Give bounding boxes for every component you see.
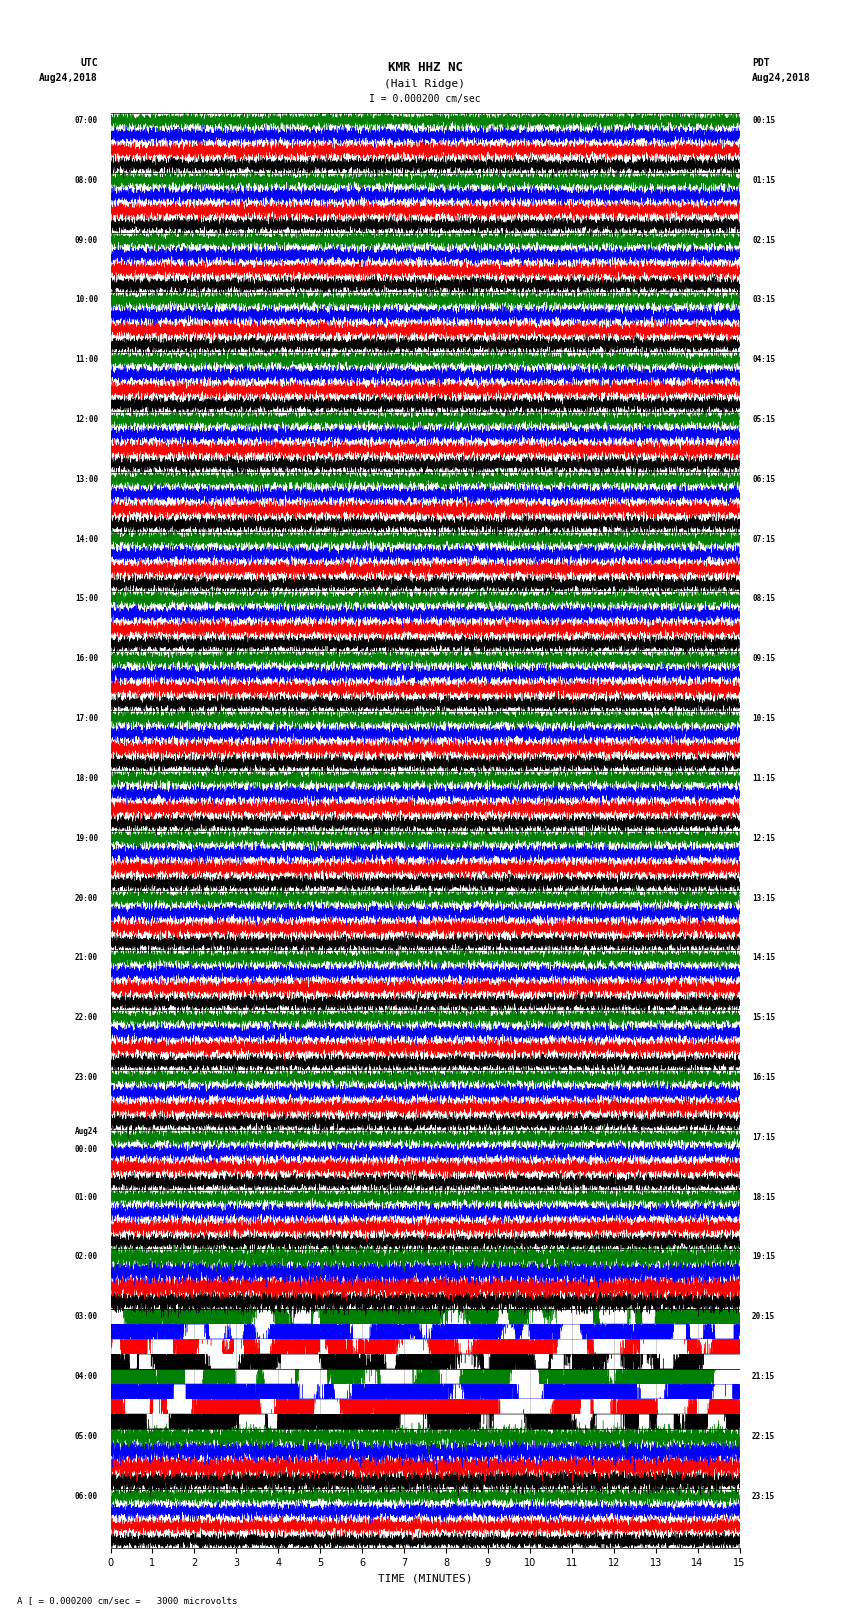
Text: 08:15: 08:15	[752, 595, 775, 603]
Text: 17:00: 17:00	[75, 715, 98, 723]
Text: 23:15: 23:15	[752, 1492, 775, 1500]
Text: KMR HHZ NC: KMR HHZ NC	[388, 61, 462, 74]
Text: 22:00: 22:00	[75, 1013, 98, 1023]
Text: 00:15: 00:15	[752, 116, 775, 124]
Text: 10:00: 10:00	[75, 295, 98, 305]
Text: UTC: UTC	[80, 58, 98, 68]
Text: 18:15: 18:15	[752, 1192, 775, 1202]
Text: 02:00: 02:00	[75, 1252, 98, 1261]
Text: 01:00: 01:00	[75, 1192, 98, 1202]
Text: 14:00: 14:00	[75, 534, 98, 544]
Text: 11:00: 11:00	[75, 355, 98, 365]
Text: (Hail Ridge): (Hail Ridge)	[384, 79, 466, 89]
Text: 01:15: 01:15	[752, 176, 775, 185]
Text: 14:15: 14:15	[752, 953, 775, 963]
Text: 07:15: 07:15	[752, 534, 775, 544]
Text: 16:15: 16:15	[752, 1073, 775, 1082]
X-axis label: TIME (MINUTES): TIME (MINUTES)	[377, 1574, 473, 1584]
Text: PDT: PDT	[752, 58, 770, 68]
Text: 00:00: 00:00	[75, 1145, 98, 1153]
Text: 17:15: 17:15	[752, 1132, 775, 1142]
Text: 13:15: 13:15	[752, 894, 775, 903]
Text: 20:15: 20:15	[752, 1313, 775, 1321]
Text: 04:15: 04:15	[752, 355, 775, 365]
Text: 20:00: 20:00	[75, 894, 98, 903]
Text: 05:00: 05:00	[75, 1432, 98, 1440]
Text: 18:00: 18:00	[75, 774, 98, 782]
Text: 13:00: 13:00	[75, 474, 98, 484]
Text: 09:15: 09:15	[752, 655, 775, 663]
Text: 19:15: 19:15	[752, 1252, 775, 1261]
Text: 12:00: 12:00	[75, 415, 98, 424]
Text: 21:15: 21:15	[752, 1373, 775, 1381]
Text: I = 0.000200 cm/sec: I = 0.000200 cm/sec	[369, 94, 481, 103]
Text: Aug24,2018: Aug24,2018	[39, 73, 98, 82]
Text: Aug24: Aug24	[75, 1127, 98, 1136]
Text: 03:15: 03:15	[752, 295, 775, 305]
Text: 03:00: 03:00	[75, 1313, 98, 1321]
Text: Aug24,2018: Aug24,2018	[752, 73, 811, 82]
Text: 19:00: 19:00	[75, 834, 98, 842]
Text: 12:15: 12:15	[752, 834, 775, 842]
Text: 02:15: 02:15	[752, 235, 775, 245]
Text: 16:00: 16:00	[75, 655, 98, 663]
Text: 06:15: 06:15	[752, 474, 775, 484]
Text: 22:15: 22:15	[752, 1432, 775, 1440]
Text: 10:15: 10:15	[752, 715, 775, 723]
Text: 15:15: 15:15	[752, 1013, 775, 1023]
Text: 05:15: 05:15	[752, 415, 775, 424]
Text: A [ = 0.000200 cm/sec =   3000 microvolts: A [ = 0.000200 cm/sec = 3000 microvolts	[17, 1595, 237, 1605]
Text: 06:00: 06:00	[75, 1492, 98, 1500]
Text: 07:00: 07:00	[75, 116, 98, 124]
Text: 23:00: 23:00	[75, 1073, 98, 1082]
Text: 08:00: 08:00	[75, 176, 98, 185]
Text: 09:00: 09:00	[75, 235, 98, 245]
Text: 21:00: 21:00	[75, 953, 98, 963]
Text: 11:15: 11:15	[752, 774, 775, 782]
Text: 15:00: 15:00	[75, 595, 98, 603]
Text: 04:00: 04:00	[75, 1373, 98, 1381]
